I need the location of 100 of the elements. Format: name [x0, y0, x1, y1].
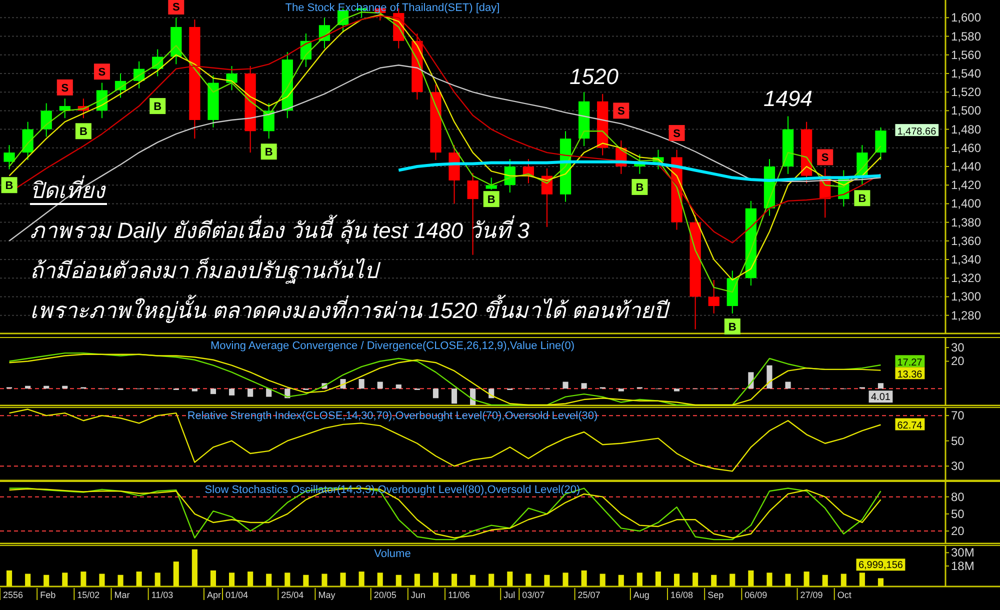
bar [266, 574, 272, 586]
bar [766, 572, 772, 586]
x-tick-label: Oct [837, 590, 852, 600]
text: S [673, 128, 680, 140]
bar [118, 574, 124, 586]
x-tick-label: 25/07 [578, 590, 600, 600]
bar [154, 572, 160, 586]
data-label: 62.74 [897, 420, 923, 432]
bar [44, 574, 50, 586]
y-tick-label: 30 [951, 459, 965, 474]
candlestick [40, 102, 52, 138]
bar [377, 572, 383, 586]
y-tick-label: 1,560 [951, 48, 982, 62]
bar [470, 574, 476, 586]
bar [340, 572, 346, 586]
y-tick-label: 1,480 [951, 122, 982, 136]
annotation: ถ้ามีอ่อนตัวลงมา ก็มองปรับฐานกันไป [30, 257, 382, 284]
bar [730, 574, 736, 586]
bar [80, 572, 86, 586]
y-tick-label: 1,380 [951, 215, 982, 230]
x-tick-label: 11/06 [448, 590, 470, 600]
bar [488, 574, 494, 586]
bar [766, 365, 772, 389]
bar [284, 572, 290, 586]
y-tick-label: 20 [951, 354, 965, 368]
x-tick-label: 27/09 [800, 590, 823, 600]
text: B [858, 193, 866, 206]
x-tick-label: 01/04 [226, 590, 248, 600]
x-tick-label: 15/02 [77, 590, 100, 600]
bar [692, 572, 698, 586]
y-tick-label: 1,600 [951, 10, 982, 25]
y-tick-label: 1,300 [951, 290, 982, 304]
text: B [264, 146, 273, 159]
text: B [636, 182, 644, 194]
bar [228, 388, 235, 396]
x-tick-label: Jul [504, 590, 516, 600]
y-tick-label: 1,400 [951, 196, 982, 211]
bar [303, 574, 309, 586]
bar [358, 379, 364, 389]
x-tick-label: 06/09 [744, 590, 768, 600]
chart-title: Moving Average Convergence / Divergence(CLOSE,26,12,9),Value Line(0) [210, 340, 575, 352]
text: B [154, 101, 162, 114]
text: S [617, 106, 625, 118]
y-tick-label: 1,320 [951, 271, 982, 286]
bar [748, 570, 754, 586]
bar [62, 572, 68, 586]
bar [6, 570, 12, 586]
y-tick-label: 1,360 [951, 234, 982, 248]
bar [526, 574, 532, 586]
bar [377, 382, 383, 389]
bar [192, 549, 198, 586]
bar [322, 574, 328, 586]
bar [544, 574, 550, 586]
y-tick-label: 20 [951, 524, 965, 538]
bar [62, 386, 68, 389]
series-label: S [61, 82, 69, 94]
bar [785, 382, 791, 389]
bar [840, 574, 846, 586]
bar [432, 572, 439, 586]
y-tick-label: 1,520 [951, 85, 982, 100]
x-tick-label: 25/04 [281, 590, 304, 600]
text: 1,478.66 [897, 126, 936, 138]
bar [358, 572, 364, 586]
bar [674, 388, 680, 392]
bar [618, 388, 624, 392]
data-label: 17.27 [897, 358, 923, 369]
text: S [98, 66, 106, 79]
x-tick-label: Jun [410, 590, 426, 600]
bar [451, 388, 458, 404]
y-tick-label: 1,540 [951, 66, 982, 80]
y-tick-label: 30M [951, 546, 974, 560]
bar [248, 388, 254, 397]
candlestick [708, 279, 720, 314]
annotation: 1494 [764, 86, 812, 111]
text: B [728, 321, 736, 334]
bar [562, 382, 568, 389]
series-label: B [5, 180, 14, 192]
x-tick-label: 03/07 [522, 590, 545, 600]
chart-title: Volume [374, 548, 411, 560]
x-tick-label: 20/05 [374, 590, 396, 600]
bar [711, 574, 717, 586]
y-tick-label: 1,420 [951, 178, 982, 192]
candlestick [226, 66, 238, 91]
y-tick-label: 80 [951, 490, 965, 504]
bar [228, 572, 235, 586]
x-tick-label: Feb [40, 590, 56, 600]
bar [210, 388, 216, 394]
y-tick-label: 1,500 [951, 104, 982, 118]
bar [822, 574, 828, 586]
bar [470, 388, 476, 405]
data-label: 6,999,156 [858, 560, 904, 572]
bar [859, 572, 865, 586]
text: S [172, 2, 180, 14]
bar [655, 572, 662, 586]
y-tick-label: 50 [951, 506, 965, 521]
bar [507, 572, 513, 586]
bar [804, 572, 810, 586]
y-tick-label: 18M [951, 559, 974, 573]
bar [636, 572, 642, 586]
bar [674, 574, 680, 586]
